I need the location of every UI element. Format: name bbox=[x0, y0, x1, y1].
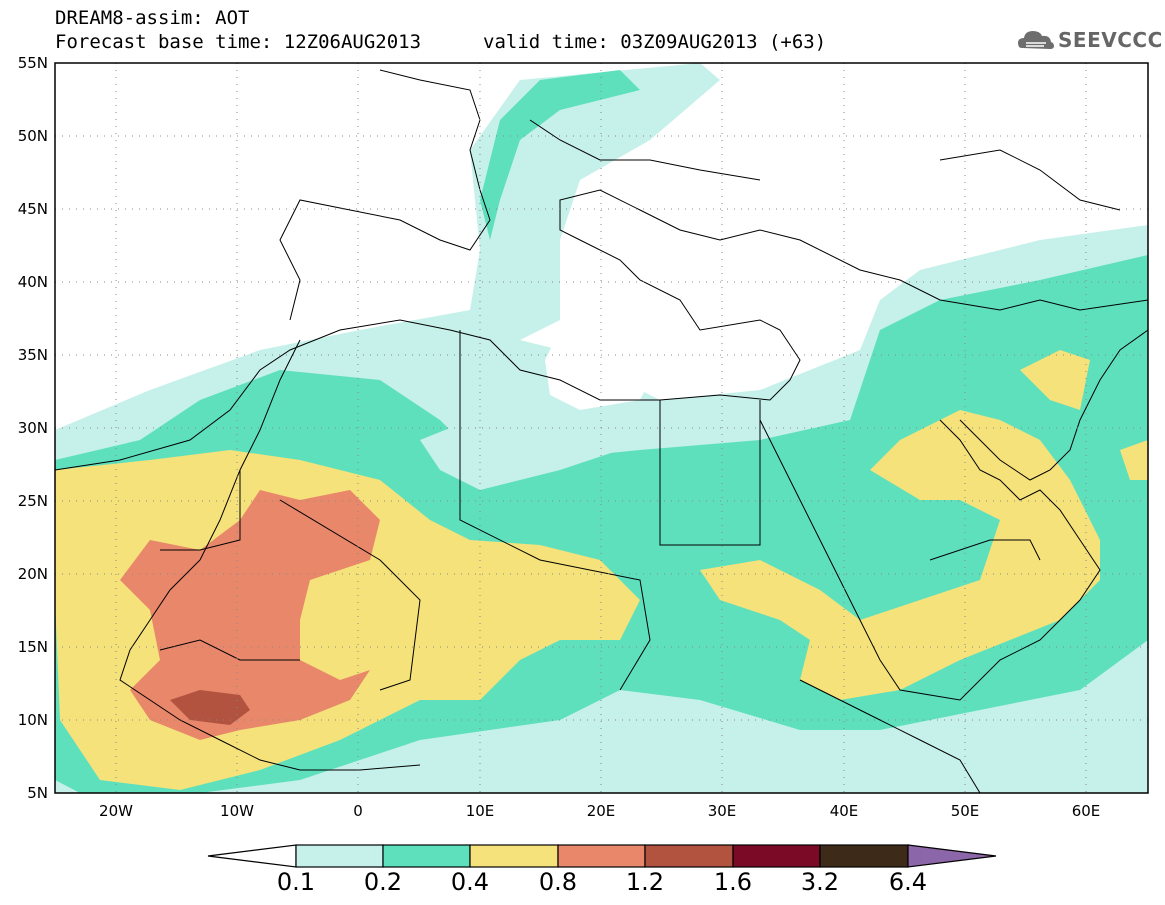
lon-label: 60E bbox=[1071, 802, 1101, 820]
legend-level-label: 6.4 bbox=[888, 868, 928, 896]
valid-time: valid time: 03Z09AUG2013 (+63) bbox=[483, 31, 827, 53]
base-time: Forecast base time: 12Z06AUG2013 bbox=[55, 31, 422, 53]
lon-label: 10E bbox=[465, 802, 495, 820]
lat-label: 20N bbox=[17, 565, 48, 583]
colorbar-bin-7 bbox=[819, 844, 909, 868]
legend-level-label: 1.6 bbox=[713, 868, 753, 896]
lon-label: 50E bbox=[950, 802, 980, 820]
legend-level-label: 0.4 bbox=[450, 868, 490, 896]
aot-band-0.4-kuwait bbox=[1120, 440, 1148, 480]
lon-label: 20W bbox=[99, 802, 133, 820]
lon-label: 40E bbox=[829, 802, 859, 820]
aot-band-0.4-saudi bbox=[700, 410, 1100, 700]
map-frame bbox=[54, 62, 1149, 794]
lat-label: 30N bbox=[17, 419, 48, 437]
lat-label: 10N bbox=[17, 711, 48, 729]
colorbar-bin-5 bbox=[644, 844, 734, 868]
lon-label: 20E bbox=[586, 802, 616, 820]
aot-band-0.8 bbox=[120, 490, 380, 740]
aot-band-0.2-gap bbox=[420, 420, 650, 490]
legend-level-label: 1.2 bbox=[625, 868, 665, 896]
aot-band-0.1-b bbox=[545, 300, 660, 410]
grid-lines bbox=[55, 63, 1148, 793]
legend-level-label: 0.8 bbox=[538, 868, 578, 896]
lat-label: 15N bbox=[17, 638, 48, 656]
lat-label: 25N bbox=[17, 492, 48, 510]
colorbar-bin-1 bbox=[295, 844, 384, 868]
legend-level-label: 0.2 bbox=[363, 868, 403, 896]
colorbar-bin-8 bbox=[907, 844, 997, 868]
legend-level-label: 3.2 bbox=[800, 868, 840, 896]
colorbar-bin-3 bbox=[469, 844, 559, 868]
colorbar-bin-2 bbox=[382, 844, 471, 868]
lat-label: 55N bbox=[17, 54, 48, 72]
lat-label: 35N bbox=[17, 346, 48, 364]
colorbar-bin-4 bbox=[557, 844, 646, 868]
legend-level-label: 0.1 bbox=[276, 868, 316, 896]
logo-text: SEEVCCC bbox=[1058, 28, 1163, 52]
aot-band-1.2 bbox=[170, 690, 250, 725]
colorbar-bin-0 bbox=[207, 844, 297, 868]
lat-label: 50N bbox=[17, 127, 48, 145]
coastlines bbox=[55, 69, 1148, 793]
lat-label: 45N bbox=[17, 200, 48, 218]
colorbar-bin-6 bbox=[732, 844, 821, 868]
aot-band-0.4-iran bbox=[1020, 350, 1090, 410]
lat-label: 40N bbox=[17, 273, 48, 291]
chart-title: DREAM8-assim: AOT bbox=[55, 7, 250, 29]
lon-label: 10W bbox=[220, 802, 254, 820]
lat-label: 5N bbox=[27, 784, 48, 802]
aot-band-0.2-alps bbox=[480, 70, 640, 240]
colorbar bbox=[207, 844, 997, 868]
cloud-icon bbox=[1018, 31, 1054, 49]
lon-label: 30E bbox=[707, 802, 737, 820]
lon-label: 0 bbox=[353, 802, 363, 820]
